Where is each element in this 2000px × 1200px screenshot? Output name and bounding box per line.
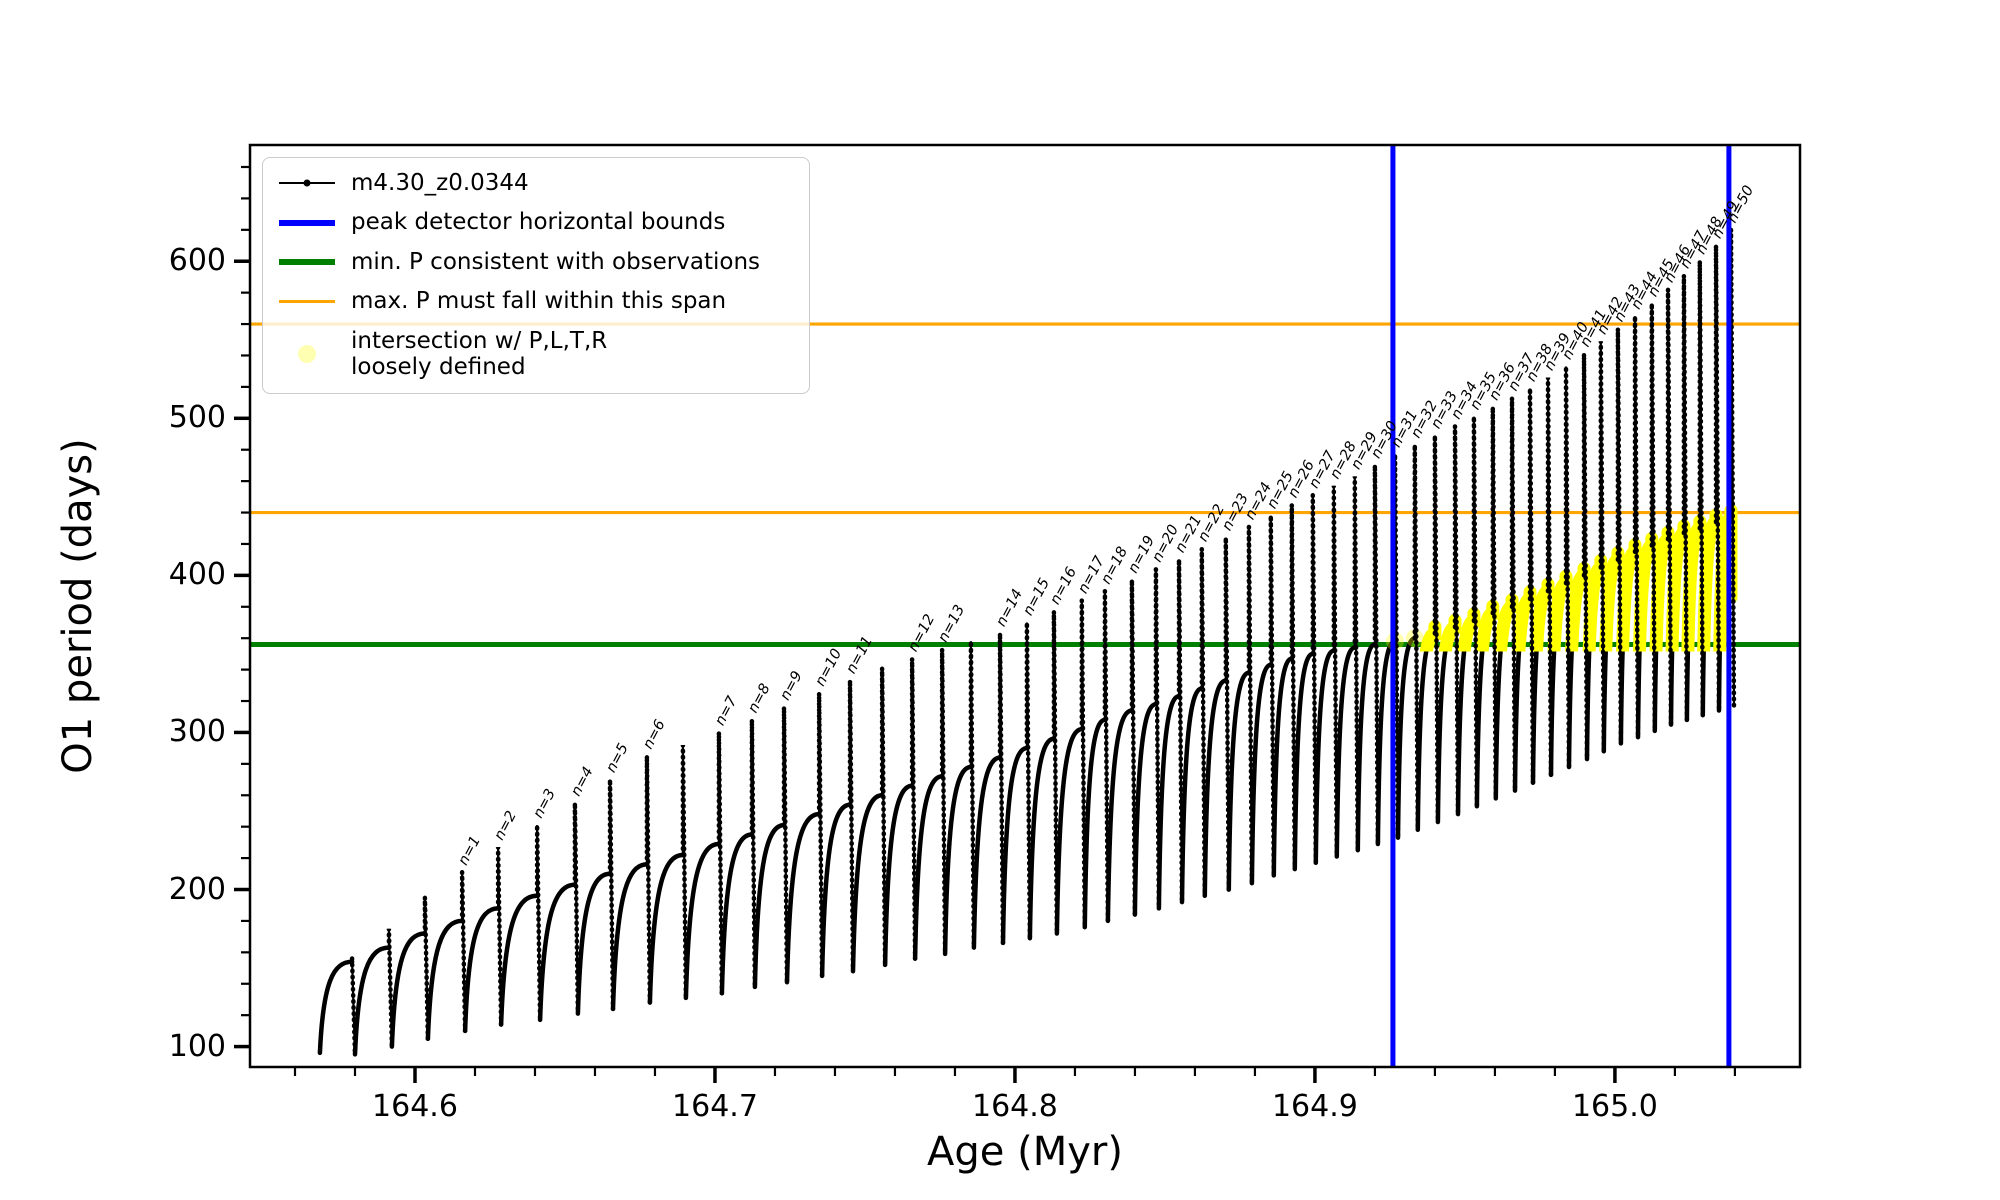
pulse-label: n=12 xyxy=(905,612,938,655)
y-tick-label: 300 xyxy=(168,714,226,750)
y-tick-label: 100 xyxy=(168,1028,226,1064)
legend-entry-intersection: intersection w/ P,L,T,R loosely defined xyxy=(279,328,793,381)
pulse-label: n=7 xyxy=(712,693,741,728)
legend-label: max. P must fall within this span xyxy=(351,288,727,315)
legend-entry-min-p: min. P consistent with observations xyxy=(279,249,793,275)
x-tick-label: 164.8 xyxy=(971,1089,1058,1124)
x-tick-label: 164.6 xyxy=(372,1089,458,1124)
pulse-label: n=9 xyxy=(777,669,805,704)
y-axis-label: O1 period (days) xyxy=(55,438,101,774)
blue-line-icon xyxy=(279,219,335,226)
pulse-label: n=2 xyxy=(491,808,519,843)
y-tick-label: 400 xyxy=(168,557,226,593)
legend-label: min. P consistent with observations xyxy=(351,248,761,275)
pulse-label: n=13 xyxy=(935,602,968,645)
series-curve-spikes xyxy=(349,229,1737,1057)
pulse-label: n=3 xyxy=(530,786,558,821)
pulse-label: n=5 xyxy=(603,741,631,776)
intersection-markers xyxy=(1419,503,1738,652)
axis-ticks xyxy=(234,165,1737,1083)
pulse-label: n=8 xyxy=(745,681,773,716)
peak-detector-bound-lines xyxy=(1390,145,1732,1067)
legend-entry-peak-bounds: peak detector horizontal bounds xyxy=(279,209,793,235)
orange-line-icon xyxy=(279,300,335,304)
legend-entry-series: m4.30_z0.0344 xyxy=(279,170,793,196)
legend: m4.30_z0.0344 peak detector horizontal b… xyxy=(262,157,810,394)
pulse-label: n=10 xyxy=(812,646,845,689)
series-line-icon xyxy=(279,179,335,187)
green-line-icon xyxy=(279,259,335,266)
x-tick-label: 164.7 xyxy=(672,1089,758,1124)
series-curve-humps xyxy=(317,515,1734,1057)
pulse-label: n=1 xyxy=(455,834,483,869)
x-tick-label: 165.0 xyxy=(1571,1089,1658,1124)
legend-label: m4.30_z0.0344 xyxy=(351,170,529,196)
legend-label: peak detector horizontal bounds xyxy=(351,209,726,236)
y-tick-label: 200 xyxy=(168,871,226,907)
legend-label: intersection w/ P,L,T,R loosely defined xyxy=(351,327,608,381)
pulse-label: n=16 xyxy=(1047,565,1080,608)
pulse-label: n=4 xyxy=(568,764,596,799)
x-axis-label: Age (Myr) xyxy=(927,1129,1123,1175)
y-tick-label: 600 xyxy=(168,243,226,279)
axes-spines xyxy=(248,143,1802,1069)
x-tick-label: 164.9 xyxy=(1271,1089,1358,1124)
legend-entry-max-p: max. P must fall within this span xyxy=(279,288,793,314)
pulse-label: n=6 xyxy=(640,717,668,752)
yellow-dot-icon xyxy=(279,345,335,364)
pulse-label: n=11 xyxy=(843,634,876,677)
y-tick-label: 500 xyxy=(168,400,226,436)
